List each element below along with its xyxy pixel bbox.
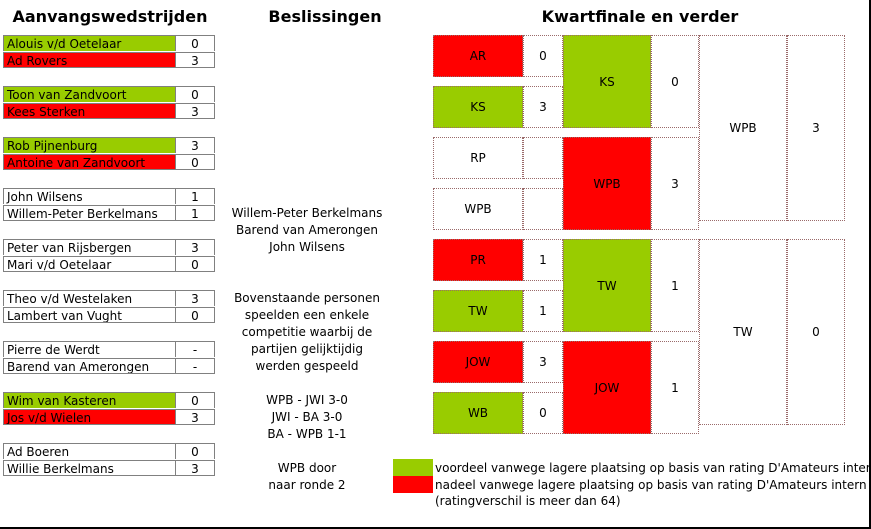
- decision-result-line: JWI - BA 3-0: [271, 410, 343, 424]
- player-score: 3: [175, 52, 215, 68]
- r2-score: 1: [651, 341, 699, 434]
- r1-score: [523, 188, 563, 230]
- legend-note: (ratingverschil is meer dan 64): [435, 494, 621, 508]
- player-name: Kees Sterken: [3, 103, 175, 119]
- player-name: Jos v/d Wielen: [3, 409, 175, 425]
- legend-red-swatch: [393, 476, 433, 493]
- player-name: Alouis v/d Oetelaar: [3, 35, 175, 51]
- player-name: John Wilsens: [3, 188, 175, 204]
- player-score: 1: [175, 188, 215, 204]
- player-name: Willem-Peter Berkelmans: [3, 205, 175, 221]
- decision-note: Bovenstaande personen speelden een enkel…: [220, 290, 394, 375]
- decision-group: Willem-Peter Berkelmans Barend van Amero…: [220, 205, 394, 256]
- r1-score: 3: [523, 341, 563, 383]
- r3-team: TW: [699, 239, 787, 425]
- player-score: 3: [175, 103, 215, 119]
- r1-team: JOW: [433, 341, 523, 383]
- r1-score: 3: [523, 86, 563, 128]
- player-name: Rob Pijnenburg: [3, 137, 175, 153]
- player-score: 0: [175, 307, 215, 323]
- legend-green-text: voordeel vanwege lagere plaatsing op bas…: [435, 461, 871, 475]
- player-score: 0: [175, 154, 215, 170]
- player-score: 1: [175, 205, 215, 221]
- r1-score: [523, 137, 563, 179]
- decision-advance: WPB door naar ronde 2: [220, 460, 394, 494]
- r1-team: WB: [433, 392, 523, 434]
- r3-team: WPB: [699, 35, 787, 221]
- player-name: Barend van Amerongen: [3, 358, 175, 374]
- player-name: Theo v/d Westelaken: [3, 290, 175, 306]
- decision-note-line: competitie waarbij de: [241, 325, 373, 339]
- r1-team: RP: [433, 137, 523, 179]
- player-name: Ad Boeren: [3, 443, 175, 459]
- decision-results: WPB - JWI 3-0 JWI - BA 3-0 BA - WPB 1-1: [220, 392, 394, 443]
- header-first-round: Aanvangswedstrijden: [12, 7, 208, 26]
- player-score: 3: [175, 239, 215, 255]
- r1-score: 0: [523, 392, 563, 434]
- player-name: Willie Berkelmans: [3, 460, 175, 476]
- player-name: Lambert van Vught: [3, 307, 175, 323]
- player-score: -: [175, 358, 215, 374]
- player-score: 3: [175, 460, 215, 476]
- player-score: 3: [175, 137, 215, 153]
- r2-team: WPB: [563, 137, 651, 230]
- decision-advance-line: WPB door: [277, 461, 337, 475]
- player-name: Mari v/d Oetelaar: [3, 256, 175, 272]
- r2-team: KS: [563, 35, 651, 128]
- player-score: 0: [175, 35, 215, 51]
- player-name: Antoine van Zandvoort: [3, 154, 175, 170]
- player-name: Peter van Rijsbergen: [3, 239, 175, 255]
- decision-group-name: Barend van Amerongen: [235, 223, 379, 237]
- r3-score: 3: [787, 35, 845, 221]
- player-score: 3: [175, 290, 215, 306]
- r1-score: 1: [523, 239, 563, 281]
- decision-note-line: partijen gelijktijdig: [251, 342, 363, 356]
- r1-team: KS: [433, 86, 523, 128]
- r1-score: 1: [523, 290, 563, 332]
- r1-team: AR: [433, 35, 523, 77]
- r1-score: 0: [523, 35, 563, 77]
- header-decisions: Beslissingen: [268, 7, 382, 26]
- decision-group-name: Willem-Peter Berkelmans: [231, 206, 383, 220]
- r1-team: PR: [433, 239, 523, 281]
- player-score: -: [175, 341, 215, 357]
- decision-result-line: WPB - JWI 3-0: [266, 393, 348, 407]
- legend-red-text: nadeel vanwege lagere plaatsing op basis…: [435, 478, 867, 492]
- player-score: 3: [175, 409, 215, 425]
- player-score: 0: [175, 443, 215, 459]
- player-name: Wim van Kasteren: [3, 392, 175, 408]
- r2-team: TW: [563, 239, 651, 332]
- header-quarterfinal: Kwartfinale en verder: [541, 7, 739, 26]
- decision-result-line: BA - WPB 1-1: [267, 427, 347, 441]
- r1-team: TW: [433, 290, 523, 332]
- r2-score: 1: [651, 239, 699, 332]
- decision-group-name: John Wilsens: [269, 240, 345, 254]
- r2-score: 0: [651, 35, 699, 128]
- player-name: Pierre de Werdt: [3, 341, 175, 357]
- decision-note-line: werden gespeeld: [255, 359, 359, 373]
- decision-note-line: speelden een enkele: [244, 308, 370, 322]
- player-score: 0: [175, 392, 215, 408]
- legend-green-swatch: [393, 459, 433, 476]
- decision-note-line: Bovenstaande personen: [234, 291, 380, 305]
- r3-score: 0: [787, 239, 845, 425]
- player-score: 0: [175, 256, 215, 272]
- r1-team: WPB: [433, 188, 523, 230]
- player-score: 0: [175, 86, 215, 102]
- decision-advance-line: naar ronde 2: [268, 478, 346, 492]
- player-name: Ad Rovers: [3, 52, 175, 68]
- player-name: Toon van Zandvoort: [3, 86, 175, 102]
- r2-team: JOW: [563, 341, 651, 434]
- r2-score: 3: [651, 137, 699, 230]
